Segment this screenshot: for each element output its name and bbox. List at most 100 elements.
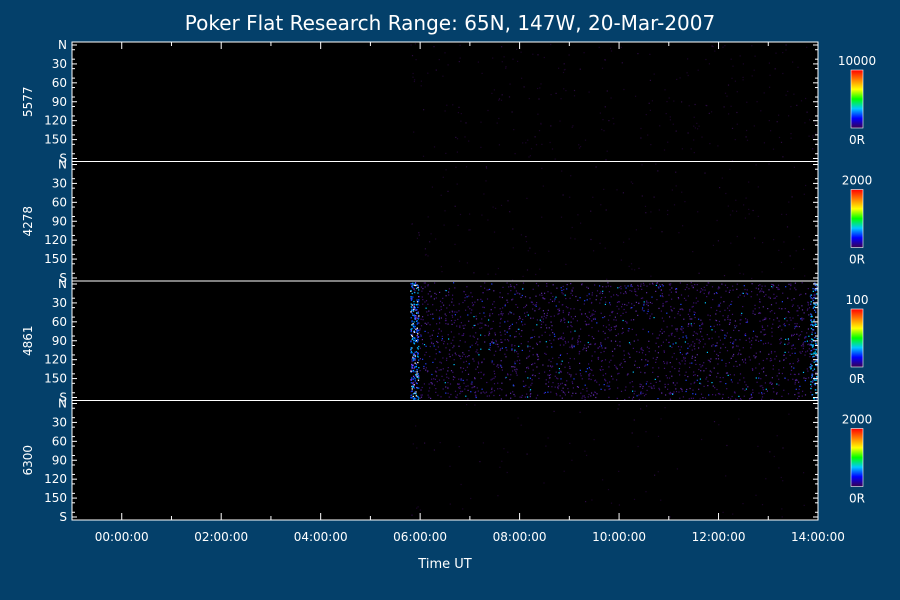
intensity-speckle: [708, 293, 710, 295]
intensity-speckle: [778, 467, 780, 469]
intensity-speckle: [609, 381, 611, 383]
intensity-speckle: [454, 352, 456, 354]
intensity-speckle: [552, 365, 554, 367]
intensity-speckle: [477, 61, 479, 63]
intensity-speckle: [778, 372, 780, 374]
intensity-speckle: [604, 316, 606, 318]
intensity-speckle: [491, 387, 493, 389]
intensity-speckle: [693, 345, 695, 347]
intensity-speckle: [756, 381, 758, 383]
intensity-speckle: [546, 285, 548, 287]
intensity-speckle: [693, 382, 695, 384]
edge-speckle: [811, 333, 813, 335]
intensity-speckle: [539, 307, 541, 309]
intensity-speckle: [413, 368, 415, 370]
intensity-speckle: [494, 332, 496, 334]
intensity-speckle: [469, 229, 471, 231]
intensity-speckle: [427, 314, 429, 316]
intensity-speckle: [719, 324, 721, 326]
intensity-speckle: [545, 341, 547, 343]
intensity-speckle: [575, 373, 577, 375]
edge-speckle: [816, 337, 818, 340]
intensity-speckle: [718, 424, 720, 426]
intensity-speckle: [561, 289, 563, 292]
intensity-speckle: [762, 329, 764, 331]
intensity-speckle: [424, 301, 426, 303]
intensity-speckle: [460, 378, 462, 380]
intensity-speckle: [544, 292, 546, 294]
intensity-speckle: [527, 367, 530, 370]
intensity-speckle: [434, 282, 436, 284]
intensity-speckle: [721, 283, 723, 285]
intensity-speckle: [719, 393, 721, 395]
intensity-speckle: [412, 309, 414, 311]
intensity-speckle: [520, 335, 522, 337]
intensity-speckle: [733, 341, 735, 343]
intensity-speckle: [658, 387, 660, 389]
intensity-speckle: [484, 341, 486, 343]
intensity-speckle: [550, 125, 552, 127]
intensity-speckle: [622, 319, 624, 322]
panels-group: N306090120150S5577100000RN306090120150S4…: [21, 38, 876, 524]
intensity-speckle: [577, 341, 579, 343]
intensity-speckle: [424, 286, 426, 288]
intensity-speckle: [425, 351, 427, 353]
edge-speckle: [814, 332, 816, 334]
edge-speckle: [812, 329, 815, 331]
intensity-speckle: [686, 388, 688, 391]
intensity-speckle: [460, 322, 462, 324]
intensity-speckle: [642, 387, 644, 389]
intensity-speckle: [640, 285, 642, 287]
intensity-speckle: [758, 312, 760, 314]
onset-speckle: [415, 309, 418, 311]
intensity-speckle: [801, 331, 803, 333]
intensity-speckle: [458, 446, 460, 448]
intensity-speckle: [558, 357, 560, 359]
intensity-speckle: [495, 339, 497, 341]
intensity-speckle: [464, 300, 466, 302]
intensity-speckle: [421, 296, 423, 298]
intensity-speckle: [770, 357, 772, 360]
intensity-speckle: [793, 333, 795, 335]
intensity-speckle: [699, 328, 701, 330]
intensity-speckle: [475, 342, 477, 345]
intensity-speckle: [755, 287, 757, 289]
intensity-speckle: [452, 347, 454, 349]
intensity-speckle: [713, 293, 715, 295]
intensity-speckle: [500, 313, 502, 315]
intensity-speckle: [562, 293, 564, 295]
intensity-speckle: [684, 363, 686, 365]
intensity-speckle: [445, 290, 447, 292]
intensity-speckle: [511, 348, 513, 350]
onset-speckle: [415, 340, 418, 342]
intensity-speckle: [641, 288, 643, 290]
intensity-speckle: [815, 285, 817, 287]
intensity-speckle: [761, 385, 763, 387]
intensity-speckle: [616, 368, 618, 370]
intensity-speckle: [432, 330, 435, 332]
intensity-speckle: [670, 392, 672, 394]
intensity-speckle: [462, 334, 464, 336]
intensity-speckle: [720, 329, 722, 331]
intensity-speckle: [649, 301, 651, 304]
intensity-speckle: [567, 372, 569, 374]
intensity-speckle: [728, 291, 730, 293]
intensity-speckle: [588, 334, 590, 337]
edge-speckle: [811, 344, 813, 347]
intensity-speckle: [569, 367, 571, 369]
intensity-speckle: [529, 390, 531, 392]
onset-speckle: [413, 307, 416, 309]
intensity-speckle: [744, 288, 746, 291]
intensity-speckle: [524, 371, 527, 373]
intensity-speckle: [771, 377, 773, 379]
intensity-speckle: [492, 342, 494, 344]
intensity-speckle: [607, 282, 609, 284]
intensity-speckle: [640, 297, 642, 299]
onset-speckle: [412, 357, 415, 359]
intensity-speckle: [563, 69, 565, 71]
intensity-speckle: [480, 146, 482, 148]
y-tick-label: 60: [52, 315, 67, 329]
intensity-speckle: [785, 94, 787, 96]
onset-speckle: [412, 393, 415, 395]
intensity-speckle: [450, 342, 452, 344]
